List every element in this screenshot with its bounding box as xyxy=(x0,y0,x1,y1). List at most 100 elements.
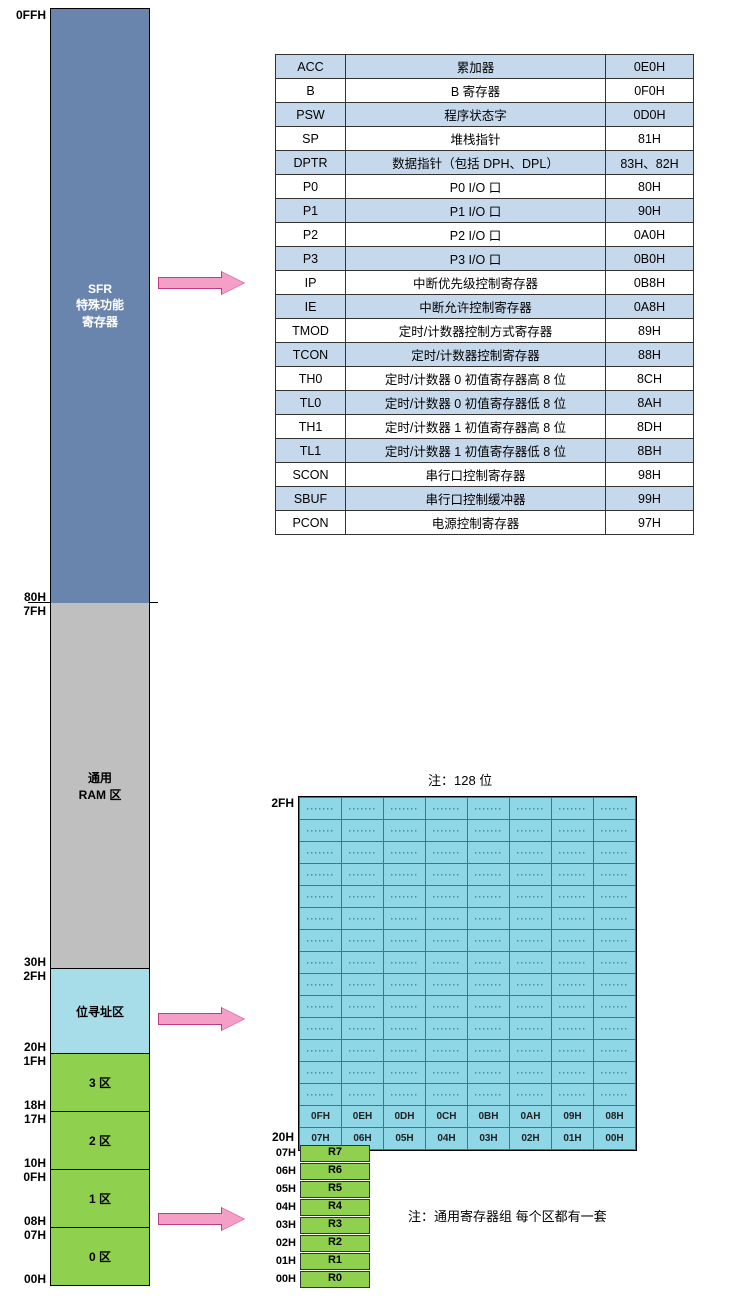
sfr-cell: TCON xyxy=(276,343,346,367)
sfr-cell: 串行口控制寄存器 xyxy=(346,463,606,487)
bit-cell: ······· xyxy=(384,974,426,996)
sfr-cell: 0A0H xyxy=(606,223,694,247)
reg-cell: R7 xyxy=(300,1145,370,1162)
bit-cell: ······· xyxy=(594,1062,636,1084)
sfr-cell: B xyxy=(276,79,346,103)
bit-cell: 05H xyxy=(384,1128,426,1150)
bit-cell: ······· xyxy=(510,1084,552,1106)
seg-ram-l2: RAM 区 xyxy=(79,786,122,803)
bit-cell: ······· xyxy=(384,908,426,930)
bit-cell: ······· xyxy=(594,908,636,930)
sfr-cell: 0E0H xyxy=(606,55,694,79)
seg-sfr-l3: 寄存器 xyxy=(82,313,118,330)
bit-cell: ······· xyxy=(510,908,552,930)
bit-cell: ······· xyxy=(594,864,636,886)
bit-cell: 0BH xyxy=(468,1106,510,1128)
bit-cell: 08H xyxy=(594,1106,636,1128)
addr-label: 00H xyxy=(10,1272,46,1286)
bit-cell: ······· xyxy=(552,930,594,952)
bit-cell: 0EH xyxy=(342,1106,384,1128)
sfr-cell: 定时/计数器控制寄存器 xyxy=(346,343,606,367)
bit-cell: ······· xyxy=(300,1018,342,1040)
bit-cell: ······· xyxy=(552,996,594,1018)
bit-cell: ······· xyxy=(342,908,384,930)
addr-label: 1FH xyxy=(10,1054,46,1068)
bit-cell: ······· xyxy=(300,864,342,886)
bit-cell: 04H xyxy=(426,1128,468,1150)
addr-label: 30H xyxy=(10,955,46,969)
bit-area-title: 注：128 位 xyxy=(428,770,492,789)
bit-cell: ······· xyxy=(426,798,468,820)
bit-cell: ······· xyxy=(594,842,636,864)
bit-cell: ······· xyxy=(468,952,510,974)
reg-cell: R5 xyxy=(300,1181,370,1198)
bit-cell: ······· xyxy=(300,1062,342,1084)
bit-cell: ······· xyxy=(384,864,426,886)
sfr-cell: P0 xyxy=(276,175,346,199)
bit-cell: 0DH xyxy=(384,1106,426,1128)
bit-cell: ······· xyxy=(468,842,510,864)
sfr-cell: TMOD xyxy=(276,319,346,343)
sfr-cell: 定时/计数器 0 初值寄存器低 8 位 xyxy=(346,391,606,415)
bit-cell: ······· xyxy=(510,842,552,864)
bit-cell: ······· xyxy=(552,886,594,908)
bank3-label: 3 区 xyxy=(89,1074,111,1091)
bit-cell: ······· xyxy=(384,842,426,864)
seg-ram-l1: 通用 xyxy=(88,769,112,786)
bit-cell: ······· xyxy=(552,1018,594,1040)
bit-cell: 03H xyxy=(468,1128,510,1150)
register-bank-note: 注：通用寄存器组 每个区都有一套 xyxy=(408,1206,607,1225)
seg-bank1: 1 区 xyxy=(51,1169,149,1227)
bit-cell: ······· xyxy=(342,1040,384,1062)
bit-cell: 02H xyxy=(510,1128,552,1150)
seg-bank0: 0 区 xyxy=(51,1227,149,1285)
sfr-cell: 定时/计数器 0 初值寄存器高 8 位 xyxy=(346,367,606,391)
reg-addr: 00H xyxy=(266,1273,300,1285)
sfr-cell: 定时/计数器 1 初值寄存器高 8 位 xyxy=(346,415,606,439)
register-bank-table: 07HR706HR605HR504HR403HR302HR201HR100HR0 xyxy=(266,1144,370,1288)
bit-cell: ······· xyxy=(342,974,384,996)
bit-cell: ······· xyxy=(510,820,552,842)
bit-cell: ······· xyxy=(300,974,342,996)
sfr-cell: 8DH xyxy=(606,415,694,439)
sfr-cell: 累加器 xyxy=(346,55,606,79)
bit-cell: ······· xyxy=(426,952,468,974)
bit-cell: ······· xyxy=(384,952,426,974)
sfr-cell: SBUF xyxy=(276,487,346,511)
bit-cell: ······· xyxy=(468,864,510,886)
sfr-cell: SP xyxy=(276,127,346,151)
bank2-label: 2 区 xyxy=(89,1132,111,1149)
sfr-cell: 中断优先级控制寄存器 xyxy=(346,271,606,295)
bit-cell: ······· xyxy=(510,1062,552,1084)
addr-label: 18H xyxy=(10,1098,46,1112)
bit-cell: ······· xyxy=(300,930,342,952)
bit-cell: ······· xyxy=(384,798,426,820)
bit-cell: ······· xyxy=(300,886,342,908)
bit-cell: ······· xyxy=(300,820,342,842)
reg-cell: R6 xyxy=(300,1163,370,1180)
bit-cell: ······· xyxy=(468,1062,510,1084)
bit-cell: ······· xyxy=(594,1084,636,1106)
bit-cell: ······· xyxy=(510,1018,552,1040)
bit-cell: ······· xyxy=(594,996,636,1018)
reg-cell: R0 xyxy=(300,1271,370,1288)
bit-cell: ······· xyxy=(300,1084,342,1106)
bit-cell: ······· xyxy=(384,1084,426,1106)
bit-cell: ······· xyxy=(426,974,468,996)
bit-cell: ······· xyxy=(342,952,384,974)
sfr-cell: 定时/计数器 1 初值寄存器低 8 位 xyxy=(346,439,606,463)
reg-addr: 04H xyxy=(266,1201,300,1213)
bit-cell: ······· xyxy=(552,798,594,820)
sfr-cell: P1 xyxy=(276,199,346,223)
sfr-cell: 0A8H xyxy=(606,295,694,319)
seg-sfr-l2: 特殊功能 xyxy=(76,296,124,313)
seg-sfr: SFR 特殊功能 寄存器 xyxy=(51,9,149,603)
bit-cell: ······· xyxy=(468,1018,510,1040)
addr-label: 07H xyxy=(10,1228,46,1242)
bit-cell: 09H xyxy=(552,1106,594,1128)
sfr-cell: P2 I/O 口 xyxy=(346,223,606,247)
bit-cell: ······· xyxy=(468,974,510,996)
bit-cell: ······· xyxy=(384,1040,426,1062)
bit-cell: ······· xyxy=(510,886,552,908)
bit-cell: ······· xyxy=(426,820,468,842)
